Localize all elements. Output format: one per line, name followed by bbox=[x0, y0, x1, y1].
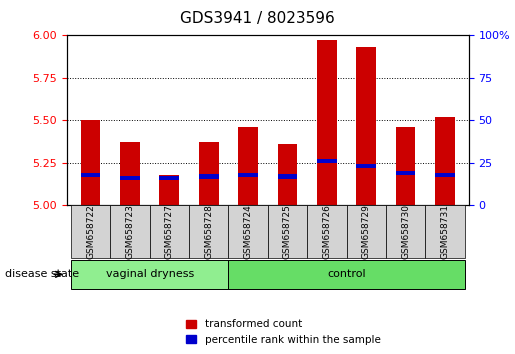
Bar bbox=[396, 171, 416, 175]
Bar bbox=[278, 174, 297, 178]
FancyBboxPatch shape bbox=[425, 205, 465, 258]
FancyBboxPatch shape bbox=[229, 205, 268, 258]
Bar bbox=[238, 173, 258, 177]
Text: GDS3941 / 8023596: GDS3941 / 8023596 bbox=[180, 11, 335, 25]
FancyBboxPatch shape bbox=[347, 205, 386, 258]
Bar bbox=[120, 142, 140, 205]
Bar bbox=[278, 144, 297, 205]
Text: GSM658725: GSM658725 bbox=[283, 204, 292, 259]
Bar bbox=[160, 176, 179, 180]
Bar bbox=[435, 117, 455, 205]
Text: GSM658731: GSM658731 bbox=[440, 204, 450, 259]
Text: GSM658724: GSM658724 bbox=[244, 205, 253, 259]
FancyBboxPatch shape bbox=[71, 260, 229, 289]
Text: GSM658728: GSM658728 bbox=[204, 204, 213, 259]
Bar bbox=[160, 175, 179, 205]
FancyBboxPatch shape bbox=[150, 205, 189, 258]
FancyBboxPatch shape bbox=[386, 205, 425, 258]
Bar bbox=[435, 173, 455, 177]
Text: GSM658727: GSM658727 bbox=[165, 204, 174, 259]
Bar bbox=[317, 159, 337, 163]
FancyBboxPatch shape bbox=[268, 205, 307, 258]
Bar bbox=[356, 47, 376, 205]
Text: GSM658729: GSM658729 bbox=[362, 204, 371, 259]
Bar bbox=[81, 173, 100, 177]
FancyBboxPatch shape bbox=[307, 205, 347, 258]
Bar bbox=[356, 164, 376, 169]
FancyBboxPatch shape bbox=[71, 205, 110, 258]
Legend: transformed count, percentile rank within the sample: transformed count, percentile rank withi… bbox=[182, 315, 385, 349]
Bar bbox=[317, 40, 337, 205]
Text: control: control bbox=[327, 269, 366, 279]
FancyBboxPatch shape bbox=[229, 260, 465, 289]
Text: GSM658722: GSM658722 bbox=[86, 205, 95, 259]
Text: disease state: disease state bbox=[5, 269, 79, 279]
FancyBboxPatch shape bbox=[110, 205, 150, 258]
FancyBboxPatch shape bbox=[189, 205, 229, 258]
Text: GSM658726: GSM658726 bbox=[322, 204, 331, 259]
Text: GSM658723: GSM658723 bbox=[126, 204, 134, 259]
Bar bbox=[199, 174, 218, 178]
Bar bbox=[396, 127, 416, 205]
Bar bbox=[120, 176, 140, 180]
Text: vaginal dryness: vaginal dryness bbox=[106, 269, 194, 279]
Text: GSM658730: GSM658730 bbox=[401, 204, 410, 259]
Bar bbox=[199, 142, 218, 205]
Bar bbox=[238, 127, 258, 205]
Bar bbox=[81, 120, 100, 205]
